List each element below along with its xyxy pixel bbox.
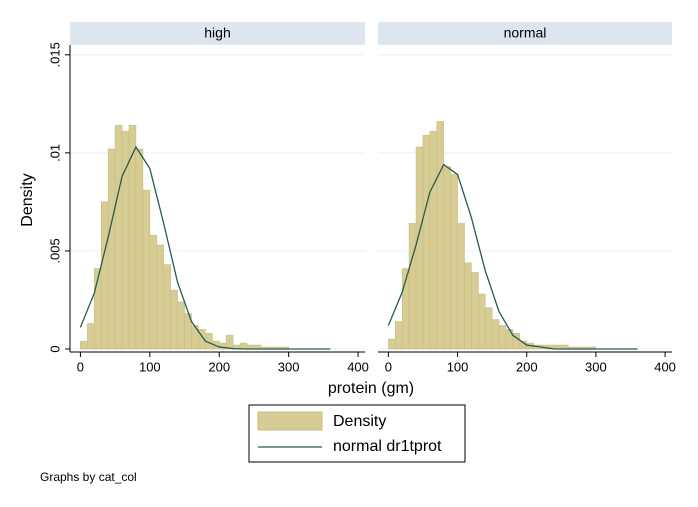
legend-label: Density	[333, 413, 386, 430]
histogram-bar	[450, 174, 458, 350]
x-axis-title: protein (gm)	[328, 380, 414, 397]
histogram-bar	[107, 148, 116, 350]
histogram-bar	[225, 334, 234, 350]
histogram-bar	[443, 166, 451, 350]
histogram-bar	[457, 223, 465, 350]
legend-label: normal dr1tprot	[333, 438, 442, 455]
histogram-bar	[100, 201, 109, 350]
histogram-bar	[163, 264, 171, 350]
histogram-bar	[394, 321, 403, 350]
y-axis-title: Density	[19, 173, 36, 226]
histogram-bar	[408, 223, 417, 350]
panel-strip	[378, 22, 672, 45]
y-tick-label: .015	[47, 42, 62, 67]
y-tick-label: 0	[47, 345, 62, 352]
panel-strip	[70, 22, 365, 45]
x-tick-label: 300	[585, 359, 607, 374]
histogram-bar	[114, 125, 123, 350]
x-tick-label: 400	[654, 359, 676, 374]
x-tick-label: 0	[385, 359, 392, 374]
note: Graphs by cat_col	[40, 470, 137, 484]
histogram-bar	[170, 289, 178, 350]
histogram-bar	[135, 148, 144, 350]
histogram-bar	[415, 146, 424, 350]
histogram-bar	[498, 325, 507, 350]
histogram-bar	[142, 189, 151, 350]
histogram-bar	[388, 338, 396, 350]
panel-title: high	[204, 25, 230, 41]
histogram-bar	[422, 134, 431, 350]
histogram-bar	[491, 319, 500, 350]
histogram-bar	[429, 130, 438, 350]
x-tick-label: 200	[516, 359, 538, 374]
panel-title: normal	[504, 25, 547, 41]
y-tick-label: .005	[47, 238, 62, 263]
x-tick-label: 0	[77, 359, 84, 374]
x-tick-label: 300	[278, 359, 300, 374]
legend-swatch	[257, 411, 323, 431]
normal-curve	[387, 163, 638, 350]
x-tick-label: 100	[447, 359, 469, 374]
x-tick-label: 400	[347, 359, 369, 374]
histogram-bar	[239, 342, 248, 350]
histogram-bar	[471, 272, 479, 350]
x-tick-label: 200	[208, 359, 230, 374]
normal-curve	[79, 145, 331, 350]
histogram-bar	[156, 244, 165, 350]
histogram-bar	[484, 307, 493, 350]
y-tick-label: .01	[47, 144, 62, 162]
histogram-bar	[436, 121, 445, 350]
histogram-bar	[464, 262, 472, 350]
histogram-bar	[478, 293, 486, 350]
histogram-bar	[149, 234, 158, 350]
x-tick-label: 100	[139, 359, 161, 374]
histogram-bar	[177, 301, 185, 350]
histogram-bar	[87, 323, 95, 350]
histogram-bar	[80, 340, 88, 350]
